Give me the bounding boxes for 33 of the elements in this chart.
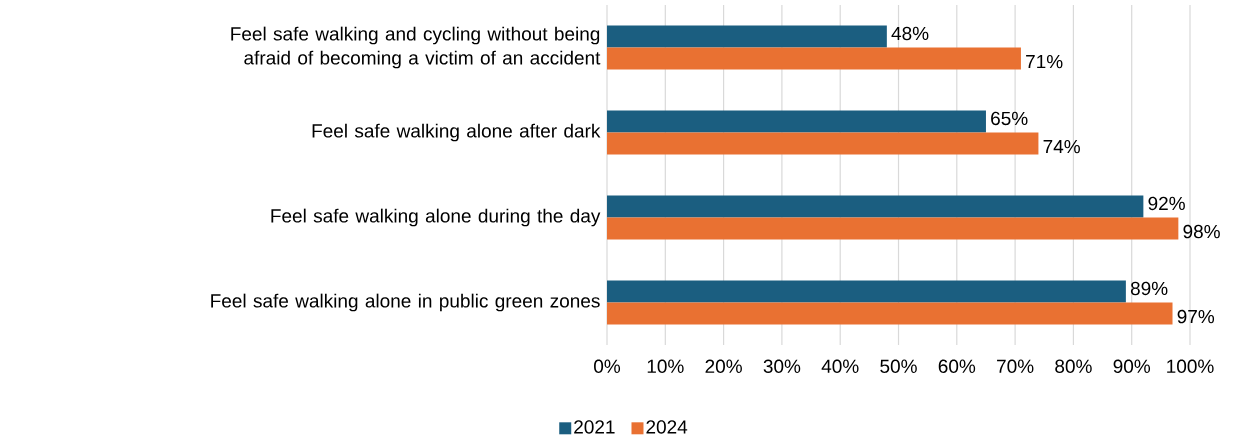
x-tick-label: 40%	[821, 359, 859, 373]
x-tick-label: 10%	[647, 359, 684, 373]
legend-label: 2024	[646, 420, 688, 434]
y-tick-label: Feel safe walking alone in public green zones	[211, 293, 600, 312]
x-tick-label: 0%	[594, 359, 621, 373]
data-label: 97%	[1177, 309, 1215, 324]
y-tick-label: Feel safe walking alone during the day	[271, 208, 601, 227]
bar	[607, 47, 1021, 70]
x-tick-label: 50%	[880, 359, 917, 373]
x-tick-label: 20%	[705, 359, 742, 373]
data-label: 92%	[1148, 196, 1185, 211]
data-label: 48%	[891, 26, 929, 41]
bar	[607, 217, 1179, 240]
legend-label: 2021	[574, 420, 615, 434]
data-label: 98%	[1183, 224, 1220, 239]
x-tick-label: 30%	[763, 359, 801, 373]
bar	[607, 280, 1126, 303]
bar	[607, 195, 1144, 218]
x-tick-label: 100%	[1167, 359, 1214, 373]
bar	[607, 110, 986, 133]
data-label: 89%	[1130, 281, 1168, 296]
data-label: 74%	[1043, 139, 1080, 154]
data-label: 71%	[1026, 54, 1063, 69]
x-tick-label: 90%	[1113, 359, 1151, 373]
bar	[607, 132, 1039, 155]
bar	[607, 302, 1173, 325]
y-tick-label: Feel safe walking alone after dark	[312, 123, 601, 142]
x-tick-label: 80%	[1055, 359, 1092, 373]
x-tick-label: 60%	[938, 359, 976, 373]
bar	[607, 25, 887, 48]
data-label: 65%	[991, 111, 1028, 126]
x-tick-label: 70%	[997, 359, 1034, 373]
y-tick-label: Feel safe walking and cycling without being afraid of becoming a victim of an accident	[231, 26, 601, 69]
